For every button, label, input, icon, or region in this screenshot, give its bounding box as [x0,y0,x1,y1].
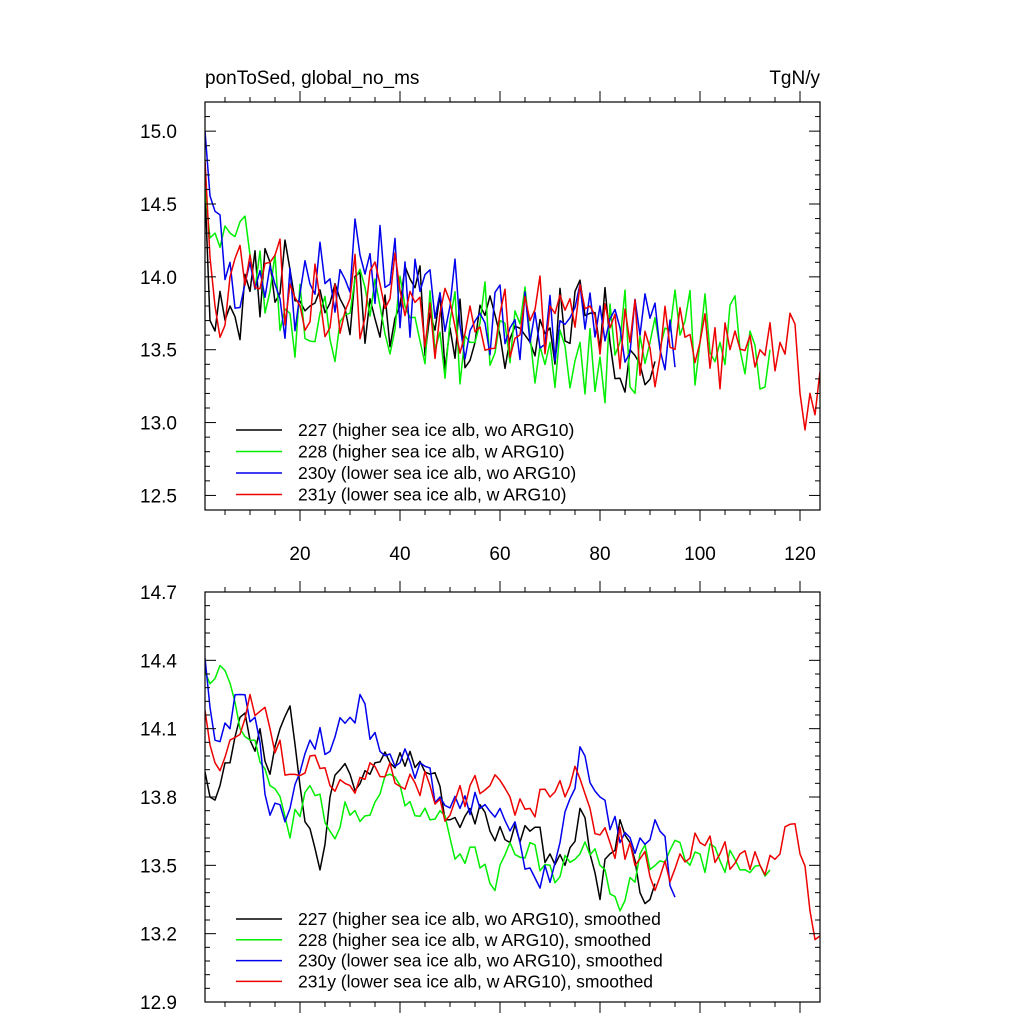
y-tick-label: 14.1 [140,720,177,741]
y-tick-label: 15.0 [140,122,177,143]
y-tick-label: 13.0 [140,414,177,435]
legend-label-228: 228 (higher sea ice alb, w ARG10), smoot… [298,930,651,950]
top-panel-series [205,131,820,431]
legend-label-231y: 231y (lower sea ice alb, w ARG10), smoot… [298,971,653,991]
series-line-227 [205,705,656,905]
y-tick-label: 13.5 [140,856,177,877]
y-tick-label: 14.5 [140,195,177,216]
top-panel-ticks: 12.5 13.0 13.5 14.0 14.5 15.0 20 40 60 80 100 120 [140,91,820,565]
series-line-228 [205,664,771,912]
y-tick-label: 12.9 [140,993,177,1014]
bottom-panel-series [205,658,820,941]
bottom-panel-legend: 227 (higher sea ice alb, wo ARG10), smoo… [236,909,663,991]
legend-label-227: 227 (higher sea ice alb, wo ARG10), smoo… [298,909,661,929]
x-tick-label: 60 [489,544,510,565]
y-tick-label: 14.7 [140,583,177,604]
chart-unit: TgN/y [769,68,820,89]
chart-title: ponToSed, global_no_ms [205,68,419,89]
legend-label-227: 227 (higher sea ice alb, wo ARG10) [298,420,574,440]
legend-label-230y: 230y (lower sea ice alb, wo ARG10) [298,463,576,483]
y-tick-label: 14.0 [140,268,177,289]
top-panel-legend: 227 (higher sea ice alb, wo ARG10)228 (h… [236,420,576,505]
x-tick-label: 100 [684,544,716,565]
y-tick-label: 14.4 [140,651,177,672]
legend-label-228: 228 (higher sea ice alb, w ARG10) [298,442,565,462]
x-tick-label: 120 [784,544,816,565]
series-line-231y [205,160,820,431]
y-tick-label: 13.2 [140,925,177,946]
x-tick-label: 80 [589,544,610,565]
x-tick-label: 20 [289,544,310,565]
legend-label-231y: 231y (lower sea ice alb, w ARG10) [298,485,566,505]
x-tick-label: 40 [389,544,410,565]
bottom-panel: 12.9 13.2 13.5 13.8 14.1 14.4 14.7 227 (higher… [140,581,821,1014]
bottom-panel-ticks: 12.9 13.2 13.5 13.8 14.1 14.4 14.7 [140,581,820,1014]
top-panel: 12.5 13.0 13.5 14.0 14.5 15.0 20 40 60 80 100 120 2… [140,91,821,565]
series-line-230y [205,658,676,898]
y-tick-label: 13.5 [140,341,177,362]
y-tick-label: 12.5 [140,486,177,507]
series-line-231y [205,693,820,941]
y-tick-label: 13.8 [140,788,177,809]
series-line-228 [205,189,771,404]
series-line-227 [205,189,656,393]
legend-label-230y: 230y (lower sea ice alb, wo ARG10), smoo… [298,951,663,971]
